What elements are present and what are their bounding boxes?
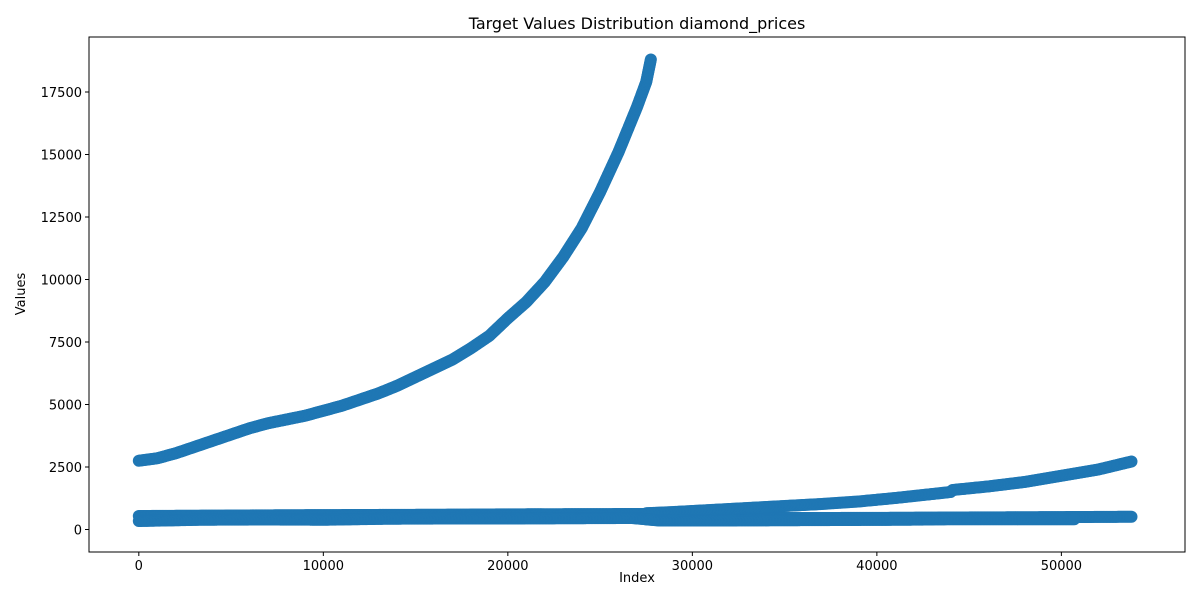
y-axis-label: Values	[14, 273, 29, 316]
x-axis-label: Index	[619, 571, 655, 586]
y-tick-label: 0	[74, 524, 82, 539]
data-point	[1125, 510, 1138, 523]
x-tick-label: 30000	[672, 559, 713, 574]
data-points	[132, 53, 1138, 527]
y-tick-label: 15000	[41, 149, 82, 164]
x-tick-label: 20000	[487, 559, 528, 574]
data-point	[1068, 513, 1081, 526]
data-point	[1125, 455, 1138, 468]
y-tick-label: 7500	[49, 336, 82, 351]
x-tick-label: 10000	[303, 559, 344, 574]
x-axis: 0 10000 20000 30000 40000 50000	[135, 552, 1082, 574]
data-point	[644, 53, 657, 66]
x-tick-label: 0	[135, 559, 143, 574]
y-tick-label: 12500	[41, 211, 82, 226]
x-tick-label: 50000	[1041, 559, 1082, 574]
plot-frame	[88, 36, 1186, 553]
x-tick-label: 40000	[856, 559, 897, 574]
y-tick-label: 5000	[49, 399, 82, 414]
y-tick-label: 17500	[41, 86, 82, 101]
chart-title: Target Values Distribution diamond_price…	[468, 14, 806, 34]
y-tick-label: 10000	[41, 274, 82, 289]
y-tick-label: 2500	[49, 461, 82, 476]
y-axis: 0 2500 5000 7500 10000 12500 15000 17500	[41, 86, 89, 539]
